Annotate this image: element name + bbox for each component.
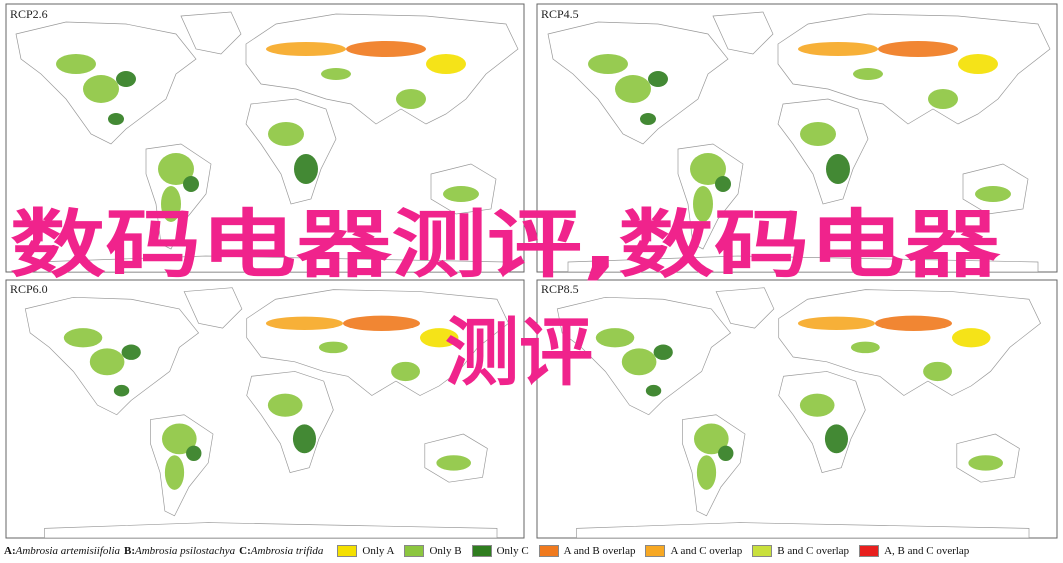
legend-item: A and B overlap xyxy=(538,545,636,557)
panel: RCP2.6 xyxy=(5,3,525,273)
panel-label: RCP8.5 xyxy=(541,282,579,296)
species-letter: A: xyxy=(4,545,16,557)
species-name: Ambrosia trifida xyxy=(250,545,324,557)
legend-label: Only A xyxy=(362,545,395,557)
legend-swatch xyxy=(337,545,358,557)
panel-label: RCP6.0 xyxy=(10,282,48,296)
legend: A:Ambrosia artemisiifolia B:Ambrosia psil… xyxy=(4,542,1060,560)
overlay-text: 数码电器测评,数码电器 xyxy=(10,202,1001,288)
legend-item: Only B xyxy=(404,545,462,557)
legend-item: B and C overlap xyxy=(752,545,849,557)
species: C:Ambrosia trifida xyxy=(239,545,323,557)
panel-label: RCP4.5 xyxy=(541,7,579,21)
legend-swatch xyxy=(859,545,880,557)
panel: RCP6.0 xyxy=(5,279,525,539)
legend-label: A, B and C overlap xyxy=(884,545,970,557)
legend-item: A and C overlap xyxy=(645,545,742,557)
legend-label: Only C xyxy=(496,545,529,557)
overlay-text: 测评 xyxy=(445,310,593,396)
legend-swatch xyxy=(471,545,492,557)
legend-swatch xyxy=(645,545,666,557)
legend-swatch xyxy=(538,545,559,557)
legend-label: A and C overlap xyxy=(670,545,743,557)
species: B:Ambrosia psilostachya xyxy=(124,545,235,557)
species-name: Ambrosia artemisiifolia xyxy=(15,545,121,557)
panel: RCP4.5 xyxy=(536,3,1058,273)
legend-label: Only B xyxy=(429,545,462,557)
legend-item: Only A xyxy=(337,545,394,557)
legend-label: A and B overlap xyxy=(563,545,636,557)
species-letter: B: xyxy=(124,545,136,557)
legend-label: B and C overlap xyxy=(777,545,850,557)
panel: RCP8.5 xyxy=(536,279,1058,539)
species-name: Ambrosia psilostachya xyxy=(135,545,236,557)
panel-label: RCP2.6 xyxy=(10,7,48,21)
legend-swatch xyxy=(752,545,773,557)
species: A:Ambrosia artemisiifolia xyxy=(4,545,120,557)
legend-item: Only C xyxy=(471,545,529,557)
legend-item: A, B and C overlap xyxy=(859,545,969,557)
legend-swatch xyxy=(404,545,425,557)
species-letter: C: xyxy=(239,545,251,557)
